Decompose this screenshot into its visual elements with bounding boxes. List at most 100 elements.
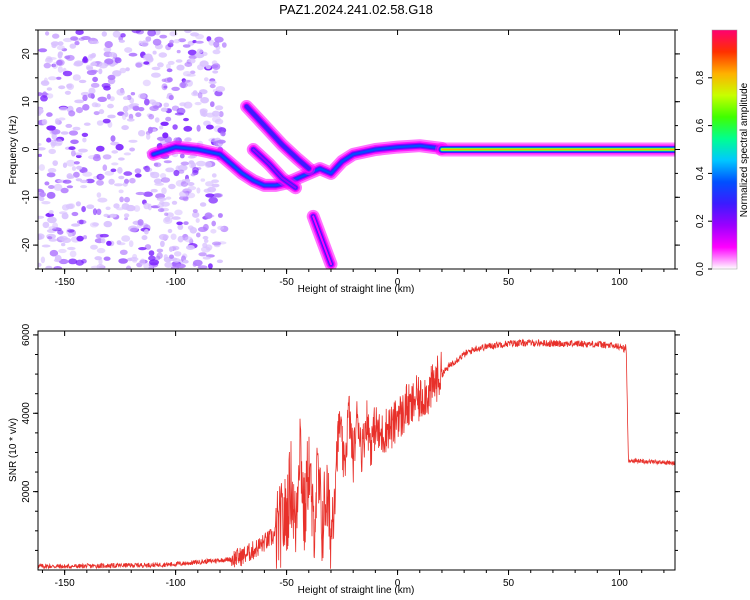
noise-blob [174, 112, 185, 116]
noise-blob [184, 236, 193, 243]
noise-blob [78, 79, 87, 84]
noise-blob [183, 125, 193, 132]
noise-blob [162, 132, 169, 139]
noise-blob [57, 229, 64, 235]
noise-blob [81, 132, 89, 137]
noise-blob [211, 220, 216, 227]
noise-blob [129, 177, 136, 184]
noise-blob [52, 33, 60, 39]
noise-blob [208, 39, 215, 46]
noise-blob [48, 185, 55, 189]
noise-blob [188, 160, 195, 165]
noise-blob [96, 179, 104, 186]
noise-blob [183, 117, 189, 122]
noise-blob [199, 202, 207, 207]
snr-y-tick-label: 4000 [21, 402, 32, 425]
noise-blob [51, 133, 57, 140]
noise-blob [58, 235, 68, 241]
figure-title: PAZ1.2024.241.02.58.G18 [279, 2, 433, 17]
noise-blob [174, 251, 182, 257]
noise-blob [208, 197, 218, 204]
colorbar-tick-label: 0.4 [695, 166, 706, 180]
noise-blob [105, 206, 111, 211]
noise-blob [90, 82, 100, 88]
noise-blob [123, 213, 130, 218]
noise-blob [156, 248, 164, 253]
noise-blob [211, 110, 220, 117]
spectrogram-layer [38, 30, 675, 269]
noise-blob [61, 204, 70, 211]
noise-blob [62, 37, 73, 43]
noise-blob [171, 86, 180, 91]
noise-blob [138, 93, 147, 99]
noise-blob [55, 76, 62, 80]
noise-blob [135, 62, 143, 68]
noise-blob [53, 266, 63, 269]
noise-blob [85, 178, 95, 184]
noise-blob [148, 113, 155, 120]
noise-blob [184, 30, 192, 34]
noise-blob [118, 189, 124, 194]
noise-blob [158, 233, 169, 241]
noise-blob [195, 218, 200, 223]
noise-blob [98, 109, 105, 115]
noise-blob [82, 137, 87, 143]
noise-blob [178, 38, 187, 43]
noise-blob [154, 162, 162, 168]
noise-blob [182, 79, 191, 83]
noise-blob [46, 125, 56, 131]
noise-blob [160, 107, 168, 112]
noise-blob [192, 167, 199, 173]
noise-blob [148, 250, 155, 256]
noise-blob [48, 210, 54, 215]
ridge-2-band [245, 105, 310, 170]
noise-blob [130, 103, 139, 107]
noise-blob [152, 50, 157, 55]
noise-blob [215, 105, 224, 111]
noise-blob [210, 229, 217, 234]
noise-blob [143, 61, 150, 65]
noise-blob [195, 40, 204, 44]
noise-blob [123, 96, 129, 100]
noise-blob [156, 136, 166, 141]
noise-blob [158, 52, 168, 58]
noise-blob [102, 164, 108, 171]
noise-blob [118, 175, 125, 180]
noise-blob [143, 191, 153, 197]
noise-blob [109, 52, 117, 58]
ridge-4-band [312, 215, 332, 266]
noise-blob [98, 174, 105, 180]
noise-blob [179, 82, 188, 89]
noise-blob [221, 42, 227, 48]
snr-panel: -150 -100 -50 0 50 100 2000 4000 6000 Height of… [8, 323, 680, 596]
noise-blob [51, 129, 61, 135]
noise-blob [118, 39, 125, 43]
colorbar-label: Normalized spectral amplitude [739, 82, 750, 217]
noise-blob [150, 188, 158, 193]
noise-blob [133, 205, 141, 212]
noise-blob [200, 97, 210, 104]
noise-blob [161, 187, 167, 195]
colorbar-ticks: 0.0 0.2 0.4 0.6 0.8 [695, 70, 712, 276]
noise-blob [113, 183, 124, 187]
noise-blob [102, 154, 112, 160]
noise-blob [124, 196, 130, 203]
noise-blob [70, 139, 79, 145]
noise-blob [157, 62, 164, 68]
noise-blob [135, 191, 146, 196]
noise-blob [97, 197, 108, 203]
noise-blob [172, 124, 178, 130]
noise-blob [204, 212, 213, 219]
noise-blob [137, 219, 144, 226]
noise-blob [38, 234, 43, 240]
noise-blob [38, 164, 46, 171]
noise-blob [98, 62, 108, 69]
noise-blob [122, 113, 127, 120]
noise-blob [57, 41, 64, 46]
noise-blob [134, 173, 142, 178]
noise-blob [118, 258, 128, 264]
noise-blob [40, 256, 46, 264]
noise-blob [66, 175, 75, 179]
noise-blob [185, 178, 191, 183]
noise-blob [60, 187, 69, 194]
